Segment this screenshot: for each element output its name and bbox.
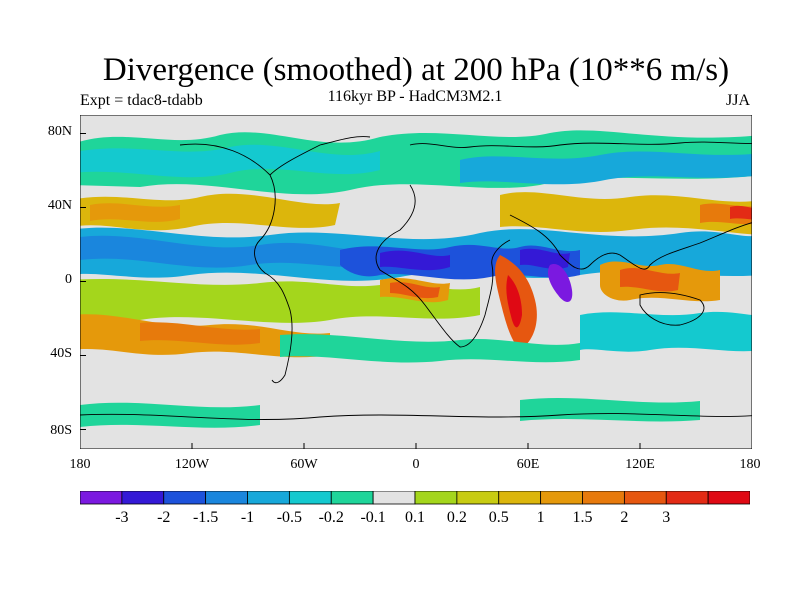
divergence-field-south [80,255,752,428]
lon-label: 120W [174,457,210,472]
colorbar-swatch [582,491,625,505]
lon-label: 180 [69,457,91,472]
divergence-map [80,115,752,449]
colorbar-swatch [540,491,583,505]
colorbar-swatch [665,491,709,505]
lon-label: 0 [412,457,420,472]
axis-ticks [80,133,641,449]
colorbar-label: 0.5 [488,509,509,526]
colorbar-label: 0.1 [405,509,425,526]
map-subtitle: 116kyr BP - HadCM3M2.1 [327,88,503,105]
colorbar-swatch [163,491,207,505]
lon-label: 60E [516,457,540,472]
map-title: Divergence (smoothed) at 200 hPa (10**6 … [102,52,730,88]
colorbar-swatch [330,491,374,505]
colorbar-label: 3 [662,509,671,526]
lon-label: 60W [290,457,318,472]
colorbar-swatch [623,491,667,505]
colorbar-label: -0.5 [276,509,303,526]
colorbar-swatch [498,491,542,505]
colorbar-swatch [205,491,248,505]
colorbar-label: 1.5 [572,509,593,526]
colorbar-label: -3 [115,509,129,526]
colorbar-swatch [288,491,332,505]
colorbar-label: -0.2 [318,509,344,526]
lon-label: 120E [625,457,655,472]
lat-label: 80N [47,124,72,139]
lon-label: 180 [739,457,761,472]
colorbar-label: -1 [240,509,255,526]
colorbar-label: 1 [536,509,545,526]
colorbar-label: -0.1 [360,509,386,526]
experiment-label: Expt = tdac8-tdabb [80,92,203,109]
colorbar-label: 0.2 [446,509,467,526]
divergence-field-tropics [80,227,752,302]
colorbar-label: -2 [157,509,171,526]
coastlines [80,136,752,420]
colorbar-label: 2 [620,509,629,526]
colorbar-label: -1.5 [192,509,219,526]
lat-label: 40S [50,346,72,361]
season-label: JJA [725,92,750,109]
lat-label: 40N [47,198,72,213]
colorbar-swatch [247,491,290,505]
colorbar-swatch [80,491,123,505]
colorbar-swatch [707,491,750,505]
colorbar-swatch [372,491,416,505]
colorbar-swatch [414,491,458,505]
colorbar [80,491,750,505]
colorbar-swatch [121,491,165,505]
colorbar-swatch [456,491,500,505]
lat-label: 0 [65,272,72,287]
lat-label: 80S [50,423,72,438]
